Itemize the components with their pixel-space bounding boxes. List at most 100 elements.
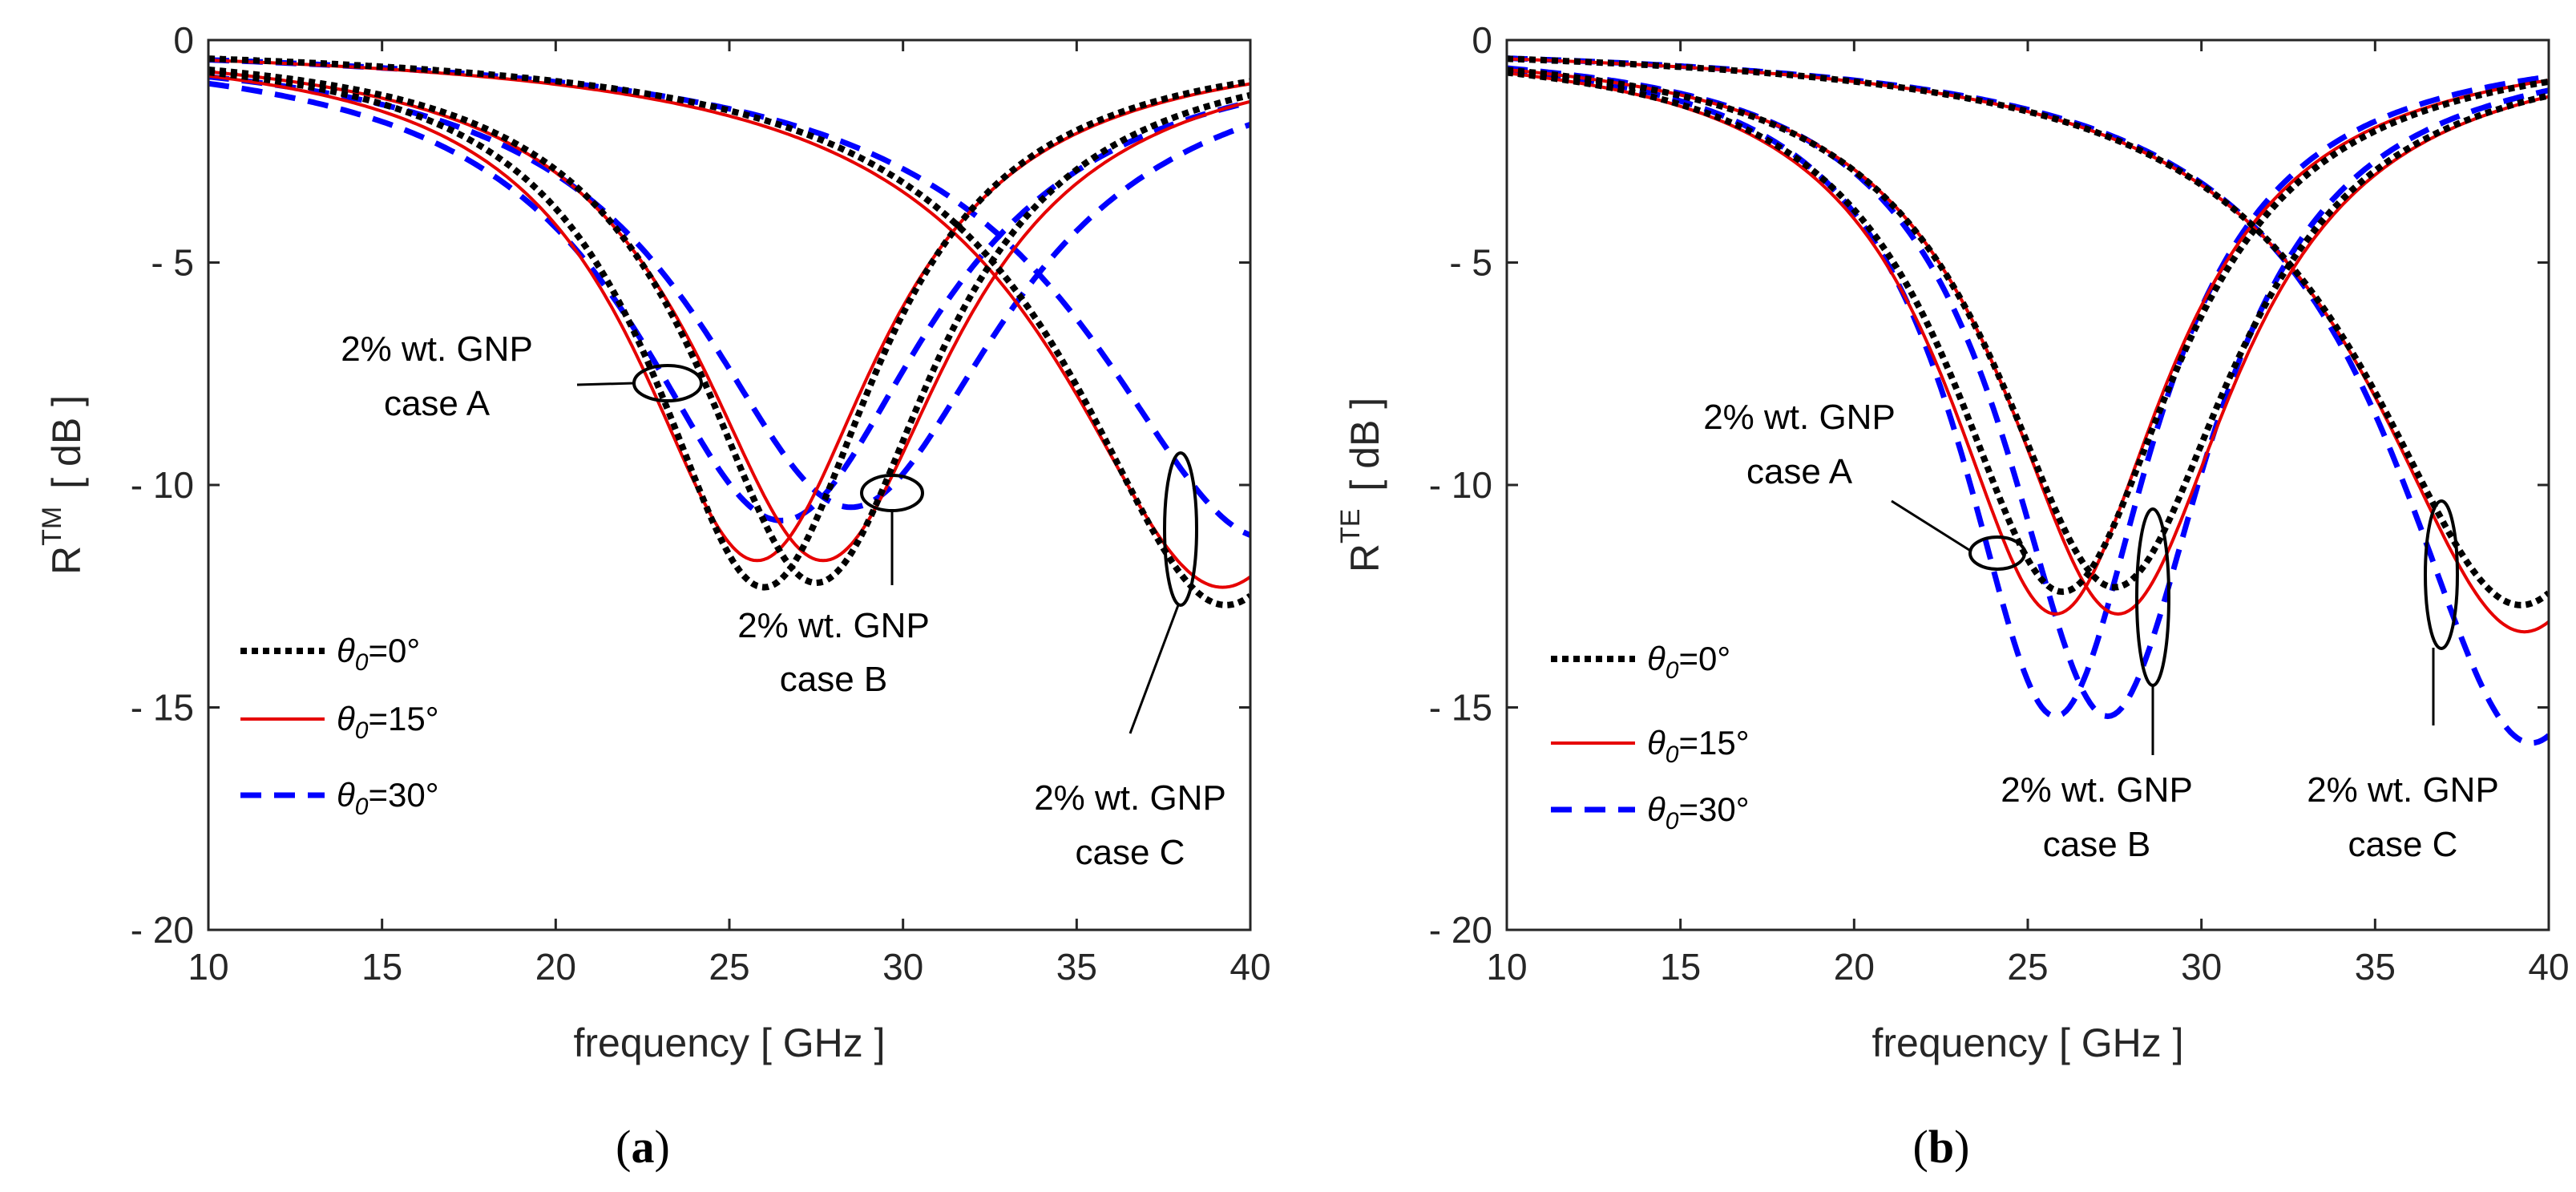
legend-a-label-2-pre: θ <box>337 776 355 814</box>
annotation-b-case-c-ellipse <box>2424 499 2459 650</box>
legend-b: θ0=0° θ0=15° θ0=30° <box>1551 640 1750 834</box>
y-tick-label-b-2: - 10 <box>1429 464 1492 506</box>
legend-b-label-2-post: =30° <box>1678 790 1749 828</box>
series-line-b-1 <box>1507 71 2549 616</box>
panel-b: 10 15 20 25 30 35 40 0 - 5 - 10 - 15 - 20 frequency… <box>1335 19 2570 1173</box>
y-axis-label-main-a: R <box>44 546 89 575</box>
legend-a-label-1-post: =15° <box>368 700 438 737</box>
legend-b-label-2-pre: θ <box>1647 790 1666 828</box>
panel-label-a-open: ( <box>616 1121 631 1173</box>
x-tick-label-b-5: 35 <box>2355 946 2396 988</box>
y-tick-label-b-1: - 5 <box>1449 242 1492 284</box>
x-tick-label-b-3: 25 <box>2007 946 2048 988</box>
annotation-b-case-b-line1: 2% wt. GNP <box>2001 770 2193 810</box>
ticks-b: 10 15 20 25 30 35 40 0 - 5 - 10 - 15 - 20 <box>1429 19 2570 988</box>
x-tick-label-a-3: 25 <box>709 946 749 988</box>
series-line-b-5 <box>1507 65 2549 720</box>
curves-a <box>208 55 1250 608</box>
x-axis-label-a: frequency [ GHz ] <box>573 1020 885 1065</box>
annotation-b-case-a-ellipse <box>1968 535 2026 571</box>
series-line-b-6 <box>1507 55 2549 608</box>
series-line-a-8 <box>208 57 1250 538</box>
panel-label-b-letter: b <box>1928 1121 1954 1173</box>
legend-a-label-2: θ0=30° <box>337 776 439 820</box>
series-line-a-4 <box>208 70 1250 563</box>
legend-b-label-2-sub: 0 <box>1666 808 1679 834</box>
series-line-a-5 <box>208 74 1250 511</box>
legend-a: θ0=0° θ0=15° θ0=30° <box>240 632 439 820</box>
y-tick-label-a-3: - 15 <box>131 687 194 729</box>
series-line-a-1 <box>208 74 1250 563</box>
legend-a-label-2-sub: 0 <box>355 794 369 820</box>
annotation-b-case-a-line2: case A <box>1746 452 1853 491</box>
y-axis-label-unit-a: [ dB ] <box>44 395 89 489</box>
series-line-b-2 <box>1507 67 2549 720</box>
legend-a-label-0-pre: θ <box>337 632 355 669</box>
x-tick-label-b-1: 15 <box>1660 946 1701 988</box>
annotation-a-case-a-leader <box>576 382 635 386</box>
annotation-b-case-a: 2% wt. GNP case A <box>1703 398 2026 571</box>
annotation-a-case-a: 2% wt. GNP case A <box>341 329 703 423</box>
y-axis-label-b: RTE [ dB ] <box>1335 398 1387 572</box>
legend-b-label-0-pre: θ <box>1647 640 1666 677</box>
series-line-a-7 <box>208 59 1250 589</box>
legend-b-label-1-sub: 0 <box>1666 741 1679 768</box>
ticks-a: 10 15 20 25 30 35 40 0 - 5 - 10 - 15 - 20 <box>131 19 1271 988</box>
y-tick-label-a-1: - 5 <box>151 242 194 284</box>
annotation-b-case-c: 2% wt. GNP case C <box>2307 499 2499 864</box>
legend-a-label-1: θ0=15° <box>337 700 439 744</box>
legend-a-label-0-sub: 0 <box>355 649 369 676</box>
annotation-a-case-a-line2: case A <box>384 384 491 423</box>
y-axis-label-main-b: R <box>1343 543 1387 572</box>
y-axis-label-sup-b: TE <box>1335 509 1366 543</box>
panel-label-b: (b) <box>1913 1121 1970 1173</box>
annotation-a-case-c: 2% wt. GNP case C <box>1034 451 1226 872</box>
legend-b-label-0: θ0=0° <box>1647 640 1730 684</box>
curves-b <box>1507 55 2549 746</box>
annotation-b-case-b-line2: case B <box>2043 825 2151 864</box>
y-tick-label-a-4: - 20 <box>131 909 194 951</box>
panel-label-b-close: ) <box>1954 1121 1969 1173</box>
panel-a: 10 15 20 25 30 35 40 0 - 5 - 10 - 15 - 20 frequency… <box>37 19 1271 1173</box>
legend-b-label-1: θ0=15° <box>1647 724 1750 768</box>
annotation-a-case-b: 2% wt. GNP case B <box>737 474 930 699</box>
x-tick-label-b-0: 10 <box>1486 946 1527 988</box>
legend-b-label-1-pre: θ <box>1647 724 1666 762</box>
annotation-a-case-a-line1: 2% wt. GNP <box>341 329 533 369</box>
annotation-b-case-b: 2% wt. GNP case B <box>2001 507 2193 864</box>
y-tick-label-b-3: - 15 <box>1429 687 1492 729</box>
x-tick-label-a-1: 15 <box>361 946 402 988</box>
panel-label-a-letter: a <box>632 1121 655 1173</box>
x-tick-label-a-2: 20 <box>535 946 576 988</box>
annotation-a-case-c-line2: case C <box>1076 833 1185 872</box>
y-axis-label-unit-b: [ dB ] <box>1343 398 1387 491</box>
legend-a-label-0-post: =0° <box>368 632 420 669</box>
series-line-a-2 <box>208 80 1250 523</box>
y-tick-label-a-2: - 10 <box>131 464 194 506</box>
annotation-b-case-a-leader <box>1891 499 1972 553</box>
panel-label-a-close: ) <box>655 1121 670 1173</box>
legend-b-label-0-post: =0° <box>1678 640 1730 677</box>
legend-a-label-0: θ0=0° <box>337 632 420 676</box>
x-tick-label-a-0: 10 <box>188 946 228 988</box>
panel-label-b-open: ( <box>1913 1121 1928 1173</box>
series-line-b-7 <box>1507 57 2549 634</box>
x-tick-label-b-2: 20 <box>1834 946 1875 988</box>
legend-b-label-0-sub: 0 <box>1666 657 1679 684</box>
x-tick-label-a-4: 30 <box>882 946 923 988</box>
legend-a-label-1-sub: 0 <box>355 717 369 744</box>
y-tick-label-b-4: - 20 <box>1429 909 1492 951</box>
panel-label-a: (a) <box>616 1121 670 1173</box>
annotation-a-case-c-leader <box>1129 604 1180 734</box>
annotation-a-case-b-line1: 2% wt. GNP <box>737 606 930 645</box>
y-tick-label-a-0: 0 <box>173 19 194 61</box>
annotation-b-case-c-line1: 2% wt. GNP <box>2307 770 2499 810</box>
x-tick-label-b-6: 40 <box>2528 946 2569 988</box>
legend-a-label-1-pre: θ <box>337 700 355 737</box>
annotation-a-case-c-ellipse <box>1163 451 1198 607</box>
annotation-a-case-b-line2: case B <box>780 660 888 699</box>
x-tick-label-a-5: 35 <box>1056 946 1097 988</box>
series-line-b-0 <box>1507 69 2549 596</box>
x-axis-label-b: frequency [ GHz ] <box>1871 1020 2183 1065</box>
